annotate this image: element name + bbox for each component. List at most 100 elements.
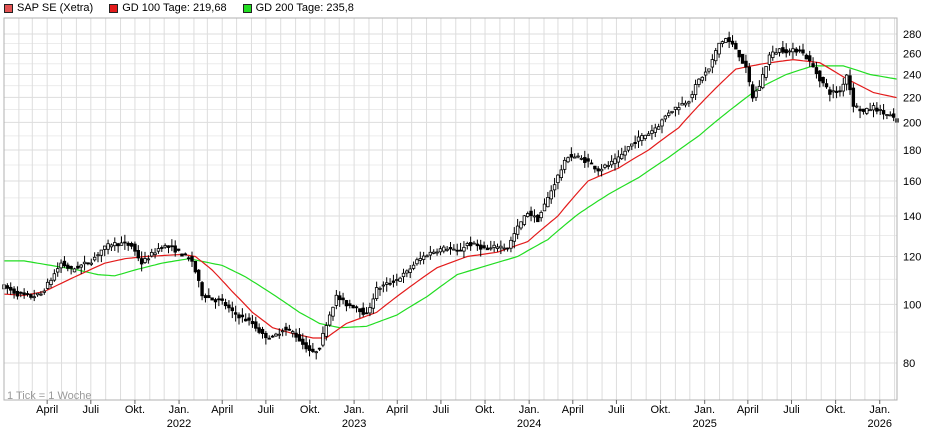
- candle-body: [66, 264, 70, 269]
- candle-body: [707, 68, 711, 72]
- candle-body: [479, 244, 483, 250]
- candle-body: [45, 281, 50, 289]
- candle-body: [885, 114, 889, 116]
- candle-body: [197, 269, 201, 281]
- candle-body: [183, 253, 187, 256]
- candle-body: [851, 87, 856, 107]
- candle-body: [475, 243, 480, 247]
- candle-body: [730, 40, 735, 45]
- candle-body: [411, 264, 416, 269]
- candle-body: [42, 290, 46, 293]
- candle-body: [247, 317, 251, 321]
- x-tick-label: April: [211, 404, 233, 416]
- candle-body: [710, 59, 715, 68]
- candle-body: [385, 282, 389, 285]
- candle-body: [455, 249, 459, 252]
- candle-body: [623, 150, 627, 156]
- candle-body: [237, 314, 241, 319]
- candle-body: [562, 159, 567, 170]
- candle-body: [193, 260, 198, 273]
- candle-body: [103, 245, 107, 250]
- legend-item-ma100: GD 100 Tage: 219,68: [109, 2, 227, 14]
- candle-body: [680, 103, 684, 106]
- candle-body: [344, 300, 349, 307]
- candle-body: [227, 304, 231, 309]
- candle-body: [267, 337, 271, 340]
- candle-body: [472, 242, 476, 245]
- ma100-line: [3, 58, 898, 339]
- candle-body: [891, 113, 896, 118]
- legend-swatch-price: [4, 3, 13, 13]
- candle-body: [442, 246, 446, 252]
- candle-body: [734, 42, 738, 50]
- x-tick-label: Juli: [783, 404, 800, 416]
- candle-body: [39, 293, 43, 296]
- x-tick-label: Jan.: [169, 404, 190, 416]
- candle-body: [240, 314, 245, 318]
- candle-body: [49, 279, 53, 286]
- candle-body: [777, 48, 782, 53]
- candle-body: [683, 102, 688, 106]
- candle-body: [274, 333, 278, 337]
- x-tick-label: April: [386, 404, 408, 416]
- x-tick-label: April: [36, 404, 58, 416]
- candle-body: [381, 284, 386, 287]
- candle-body: [740, 53, 745, 64]
- x-tick-label: Okt.: [300, 404, 320, 416]
- candle-body: [834, 90, 839, 93]
- candle-body: [452, 248, 456, 251]
- candle-body: [22, 292, 26, 295]
- candle-body: [727, 37, 731, 43]
- x-tick-label: Jan.: [694, 404, 715, 416]
- candle-body: [579, 157, 584, 160]
- candle-body: [56, 268, 60, 273]
- candle-body: [82, 261, 87, 265]
- y-tick-label: 240: [903, 69, 921, 81]
- x-year-label: 2024: [517, 418, 541, 430]
- candle-body: [432, 251, 436, 254]
- candle-body: [257, 327, 261, 333]
- candle-body: [244, 318, 248, 322]
- x-tick-label: Okt.: [125, 404, 145, 416]
- candle-body: [378, 287, 382, 290]
- x-tick-label: Jan.: [344, 404, 365, 416]
- candle-body: [438, 248, 443, 253]
- candle-body: [32, 296, 36, 299]
- candle-body: [301, 338, 305, 345]
- candle-body: [640, 135, 644, 141]
- candle-body: [129, 243, 134, 247]
- candle-body: [233, 312, 238, 315]
- candle-body: [818, 70, 822, 82]
- candle-body: [656, 126, 661, 130]
- candle-body: [304, 342, 308, 350]
- candle-body: [176, 248, 181, 251]
- candle-body: [126, 242, 130, 246]
- candle-body: [421, 255, 426, 260]
- candle-body: [489, 247, 493, 250]
- candle-body: [804, 54, 809, 60]
- candle-body: [747, 66, 751, 83]
- candle-body: [173, 245, 177, 253]
- legend-label-ma200: GD 200 Tage: 235,8: [255, 2, 354, 14]
- candle-body: [364, 312, 369, 315]
- candle-body: [546, 197, 550, 208]
- candle-body: [166, 245, 171, 248]
- candle-body: [677, 107, 681, 111]
- candle-body: [526, 213, 530, 217]
- candle-body: [767, 54, 772, 65]
- candle-body: [136, 250, 140, 259]
- candle-body: [539, 212, 543, 219]
- candle-body: [160, 247, 164, 249]
- candle-body: [368, 307, 372, 314]
- candle-body: [435, 251, 439, 254]
- candle-body: [270, 335, 275, 338]
- candle-body: [358, 308, 362, 313]
- candle-body: [468, 242, 473, 247]
- candle-body: [96, 254, 100, 257]
- candle-body: [620, 153, 624, 160]
- legend-swatch-ma100: [109, 3, 119, 13]
- candle-body: [361, 307, 365, 315]
- candle-body: [606, 165, 610, 167]
- candle-body: [697, 78, 701, 85]
- candle-body: [831, 90, 835, 93]
